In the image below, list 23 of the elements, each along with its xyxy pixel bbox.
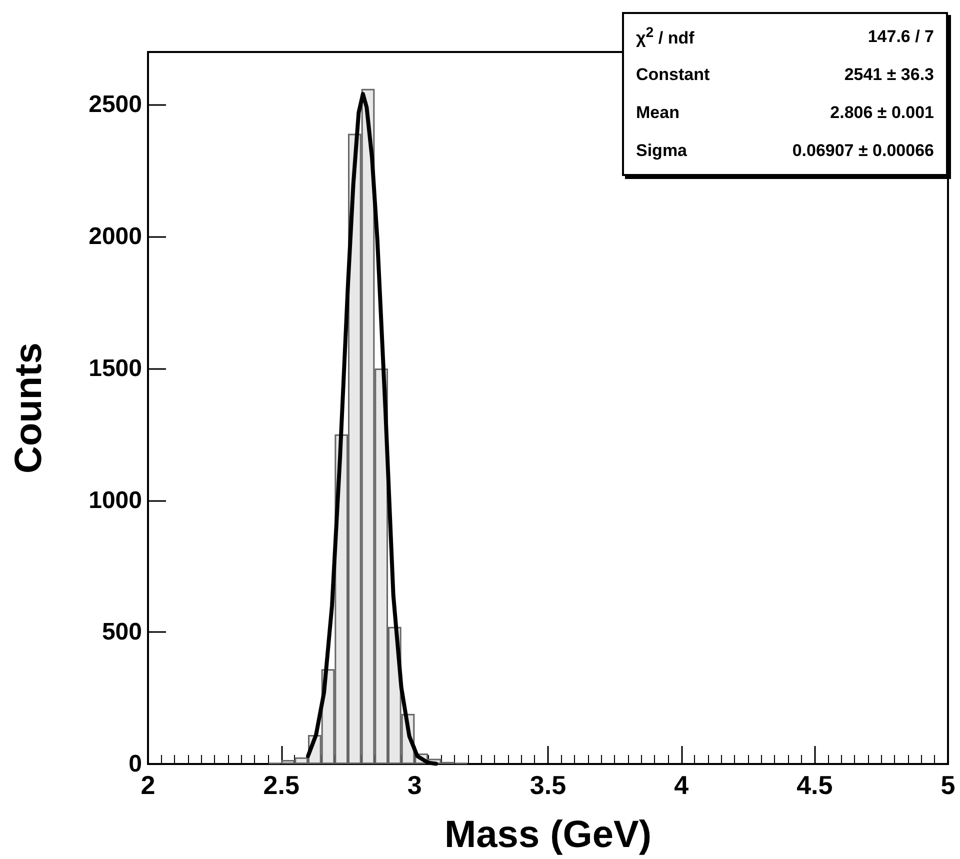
annotation: Mean xyxy=(636,103,680,123)
annotation: Sigma xyxy=(636,141,688,161)
x-tick-label: 2 xyxy=(140,770,156,800)
annotation: 0.06907 ± 0.00066 xyxy=(792,141,934,161)
x-tick-label: 3.5 xyxy=(530,770,566,800)
x-tick-label: 2.5 xyxy=(263,770,300,800)
y-tick-label: 1500 xyxy=(88,354,142,382)
annotation: 2541 ± 36.3 xyxy=(844,65,934,85)
annotation: Constant xyxy=(636,65,710,85)
y-tick-label: 2000 xyxy=(88,223,142,250)
x-tick-label: 4 xyxy=(674,770,690,800)
y-tick-label: 0 xyxy=(128,750,142,778)
y-tick-label: 2500 xyxy=(88,91,142,118)
x-tick-label: 3 xyxy=(407,770,422,800)
y-axis-title: Counts xyxy=(8,342,50,474)
x-axis-title: Mass (GeV) xyxy=(444,814,652,856)
text: 147.6 / 7 xyxy=(868,27,934,47)
x-tick-label: 4.5 xyxy=(796,770,833,800)
text: χ$^{2}$ / ndf xyxy=(636,25,694,49)
annotation: 2.806 ± 0.001 xyxy=(830,103,934,123)
y-tick-label: 500 xyxy=(102,618,142,646)
y-tick-label: 1000 xyxy=(88,486,142,514)
x-tick-label: 5 xyxy=(940,770,956,800)
